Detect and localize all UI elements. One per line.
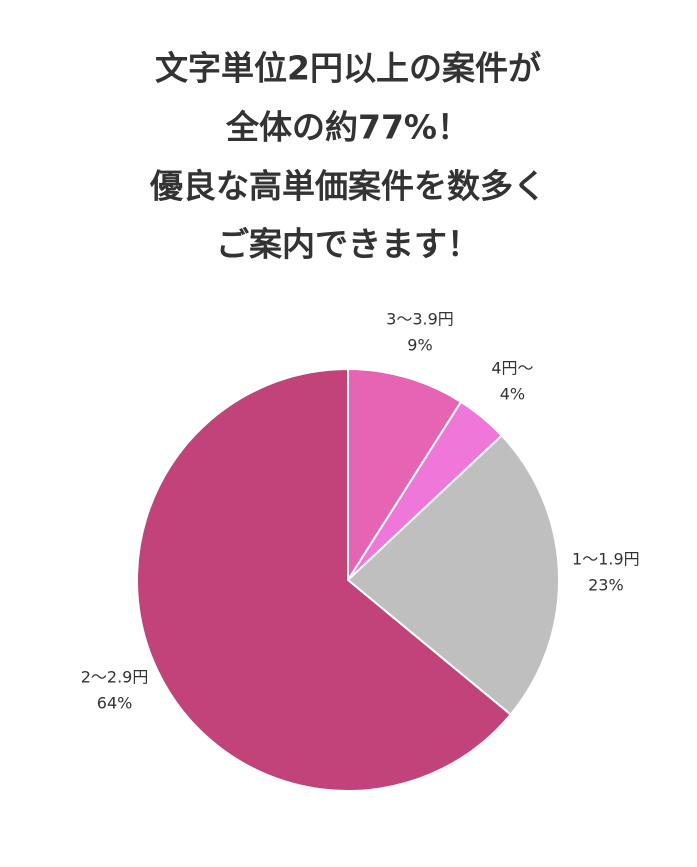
slice-value-label: 9% [407,336,432,355]
title-line: 優良な高単価案件を数多く [149,167,546,206]
pie-slice [136,367,512,792]
slice-label: 3〜3.9円 [386,310,454,329]
slice-label: 1〜1.9円 [572,549,640,568]
title-line: 文字単位2円以上の案件が [155,49,541,88]
pie-slice [346,434,560,716]
slice-value-label: 64% [97,693,133,712]
slice-label: 2〜2.9円 [81,667,149,686]
pie-slice [347,367,463,584]
slice-value-label: 23% [588,575,624,594]
title-line: 全体の約77%！ [225,108,470,147]
slice-value-label: 4% [500,385,525,404]
slice-label: 4円〜 [491,359,533,378]
title-line: ご案内できます！ [216,225,480,264]
